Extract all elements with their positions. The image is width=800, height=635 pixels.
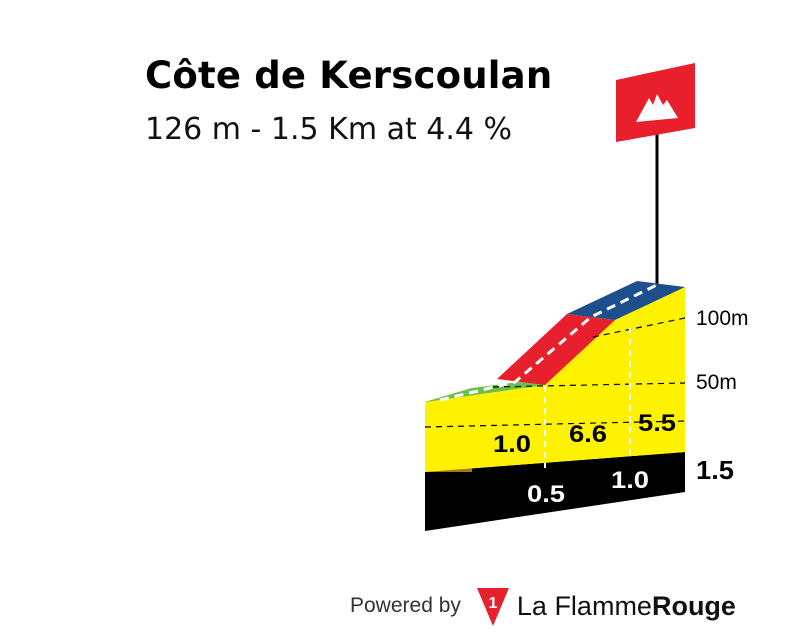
gradient-label-1: 1.0 (493, 431, 531, 458)
gradient-label-2: 6.6 (569, 421, 607, 448)
svg-text:1: 1 (488, 595, 497, 612)
mountain-flag-icon (616, 63, 695, 142)
elevation-line-100 (592, 317, 686, 338)
brand-name-light: La Flamme (516, 590, 652, 621)
ridge-dashed-line (439, 279, 666, 402)
profile-front-face (425, 287, 685, 472)
km-marker-label-2: 1.0 (611, 467, 649, 494)
powered-by-text: Powered by (350, 594, 461, 617)
profile-base (425, 452, 685, 531)
km-marker-label-1: 0.5 (527, 481, 565, 508)
brand-name-bold: Rouge (651, 590, 736, 621)
segment-band-2 (497, 314, 615, 385)
brand-name: La FlammeRouge (517, 591, 736, 622)
gradient-label-3: 5.5 (638, 410, 676, 437)
climb-subtitle: 126 m - 1.5 Km at 4.4 % (145, 112, 513, 147)
total-distance-label: 1.5 (696, 455, 734, 485)
climb-title: Côte de Kerscoulan (145, 54, 553, 97)
la-flamme-rouge-logo-icon: 1 (476, 588, 509, 626)
footer-branding: Powered by 1 La FlammeRouge (350, 585, 790, 627)
elevation-tick-100: 100m (696, 307, 749, 330)
elevation-tick-50: 50m (696, 371, 737, 394)
